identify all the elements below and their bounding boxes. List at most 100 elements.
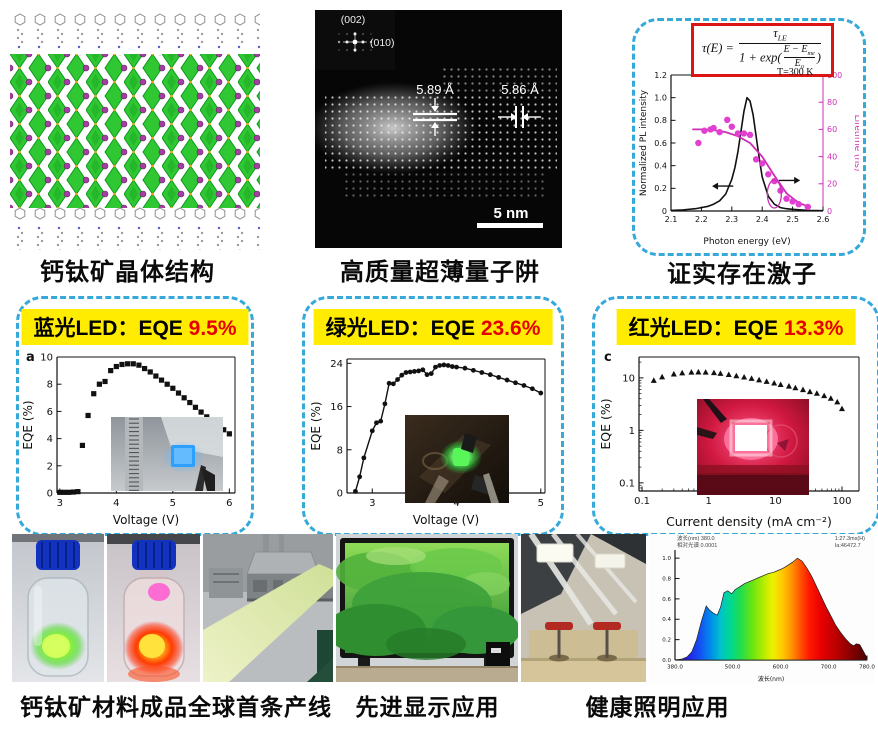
svg-text:Normalized PL intensity: Normalized PL intensity	[639, 89, 649, 196]
green-led-banner: 绿光LED：EQE 23.6%	[313, 309, 553, 345]
bottle-green-photo	[12, 534, 104, 682]
spectrum-header-left: 波长(nm) 380.0 相对光谱 0.0001	[677, 536, 718, 549]
green-led-panel: 绿光LED：EQE 23.6% 3 4 5 0 8 16 24 Voltage (V) EQE …	[302, 296, 564, 536]
svg-text:24: 24	[330, 359, 343, 370]
spacing-589-annotation: 5.89 Å	[413, 82, 457, 136]
svg-text:10: 10	[769, 496, 782, 507]
svg-text:0.4: 0.4	[654, 161, 667, 170]
svg-text:600.0: 600.0	[773, 665, 789, 671]
lighting-spectrum-chart: 380.0 500.0 600.0 700.0 780.0 0.0 0.2 0.4 0.6 0.8…	[649, 534, 875, 684]
svg-text:6: 6	[47, 407, 53, 418]
svg-text:EQE (%): EQE (%)	[601, 398, 613, 449]
svg-text:4: 4	[113, 498, 119, 509]
diffraction-inset: (002) (010)	[315, 10, 395, 70]
spacing-586-annotation: 5.86 Å	[498, 82, 541, 128]
svg-text:Voltage (V): Voltage (V)	[413, 513, 479, 527]
plane-010-label: (010)	[370, 37, 395, 49]
svg-text:2.6: 2.6	[817, 215, 830, 224]
svg-text:c: c	[604, 350, 612, 365]
svg-text:0.0: 0.0	[662, 658, 671, 664]
svg-text:0: 0	[827, 207, 832, 216]
svg-text:4: 4	[453, 498, 459, 509]
svg-text:8: 8	[337, 445, 343, 456]
tem-quantum-well-image: (002) (010) 5.89 Å 5.86 Å 5 nm	[315, 10, 562, 248]
svg-text:3: 3	[57, 498, 63, 509]
svg-text:2.5: 2.5	[786, 215, 799, 224]
lighting-spectrum-chart-wrap: 波长(nm) 380.0 相对光谱 0.0001 1:27.3ms(H) Ia:…	[649, 534, 875, 684]
svg-text:20: 20	[827, 180, 837, 189]
svg-text:Voltage (V): Voltage (V)	[113, 513, 179, 527]
svg-text:1: 1	[706, 496, 712, 507]
spectrum-header-right: 1:27.3ms(H) Ia:46472.7	[834, 536, 865, 549]
svg-text:Photon energy (eV): Photon energy (eV)	[703, 237, 790, 247]
bottle-red-photo	[107, 534, 200, 682]
red-led-panel: 红光LED：EQE 13.3% 0.1 1 10 100 0.1 1 10 Current d…	[592, 296, 878, 536]
caption-exciton: 证实存在激子	[667, 261, 817, 288]
svg-text:Lifetime (ns): Lifetime (ns)	[852, 115, 859, 172]
svg-text:0: 0	[47, 489, 53, 500]
caption-materials: 钙钛矿材料成品	[20, 694, 188, 720]
svg-text:5.89 Å: 5.89 Å	[416, 82, 454, 97]
svg-text:0: 0	[337, 489, 343, 500]
svg-text:5.86 Å: 5.86 Å	[501, 82, 539, 97]
svg-text:0.8: 0.8	[654, 116, 667, 125]
red-led-photo-inset	[697, 399, 809, 500]
caption-production-line: 全球首条产线	[188, 694, 332, 720]
svg-text:700.0: 700.0	[821, 665, 837, 671]
svg-text:380.0: 380.0	[667, 665, 683, 671]
svg-text:5 nm: 5 nm	[493, 205, 528, 222]
exciton-chart: 2.1 2.2 2.3 2.4 2.5 2.6 0 0.2 0.4 0.6 0.8 1.0 1.2 0 20…	[637, 47, 862, 252]
svg-text:60: 60	[827, 125, 837, 134]
caption-tem: 高质量超薄量子阱	[340, 259, 540, 286]
lighting-lamps-photo	[521, 534, 646, 682]
svg-text:1.2: 1.2	[654, 71, 667, 80]
red-led-banner: 红光LED：EQE 13.3%	[616, 309, 856, 345]
caption-crystal: 钙钛矿晶体结构	[40, 259, 215, 286]
svg-text:40: 40	[827, 152, 837, 161]
svg-text:2.4: 2.4	[756, 215, 769, 224]
svg-text:6: 6	[226, 498, 232, 509]
svg-text:EQE (%): EQE (%)	[23, 400, 35, 449]
perovskite-crystal-structure-image	[10, 12, 260, 250]
caption-lighting: 健康照明应用	[585, 694, 730, 720]
svg-text:0.6: 0.6	[654, 139, 667, 148]
svg-text:0.4: 0.4	[662, 617, 671, 623]
svg-text:4: 4	[47, 434, 53, 445]
lifetime-formula: τ(E) = τLE 1 + exp(E − Eme E0)	[691, 23, 834, 77]
svg-text:0.2: 0.2	[654, 184, 667, 193]
svg-text:波长(nm): 波长(nm)	[758, 675, 784, 683]
svg-text:500.0: 500.0	[725, 665, 741, 671]
exciton-panel: τ(E) = τLE 1 + exp(E − Eme E0) T=300 K 2.…	[632, 18, 866, 256]
svg-text:80: 80	[827, 98, 837, 107]
svg-text:0: 0	[662, 207, 667, 216]
caption-display: 先进显示应用	[355, 694, 500, 720]
svg-text:100: 100	[832, 496, 851, 507]
svg-text:a: a	[26, 350, 35, 365]
svg-text:2: 2	[47, 461, 53, 472]
svg-text:2.1: 2.1	[665, 215, 678, 224]
svg-text:1.0: 1.0	[662, 556, 671, 562]
svg-text:0.2: 0.2	[662, 638, 671, 644]
svg-text:780.0: 780.0	[859, 665, 875, 671]
svg-text:0.8: 0.8	[662, 576, 671, 582]
svg-text:5: 5	[538, 498, 544, 509]
blue-led-photo-inset	[111, 417, 223, 496]
svg-text:2.2: 2.2	[695, 215, 708, 224]
production-line-photo	[203, 534, 333, 682]
svg-text:0.1: 0.1	[634, 496, 650, 507]
svg-text:10: 10	[622, 373, 635, 384]
svg-text:0.1: 0.1	[619, 478, 635, 489]
svg-text:3: 3	[369, 498, 375, 509]
svg-text:8: 8	[47, 380, 53, 391]
svg-text:16: 16	[330, 402, 343, 413]
blue-led-banner: 蓝光LED：EQE 9.5%	[21, 309, 249, 345]
green-eqe-chart: 3 4 5 0 8 16 24 Voltage (V) EQE (%)	[309, 347, 555, 532]
green-led-photo-inset	[405, 415, 509, 508]
svg-text:0.6: 0.6	[662, 597, 671, 603]
scalebar: 5 nm	[477, 205, 543, 228]
svg-text:EQE (%): EQE (%)	[311, 401, 323, 450]
svg-text:2.3: 2.3	[725, 215, 738, 224]
svg-text:10: 10	[40, 353, 53, 364]
svg-text:5: 5	[170, 498, 176, 509]
